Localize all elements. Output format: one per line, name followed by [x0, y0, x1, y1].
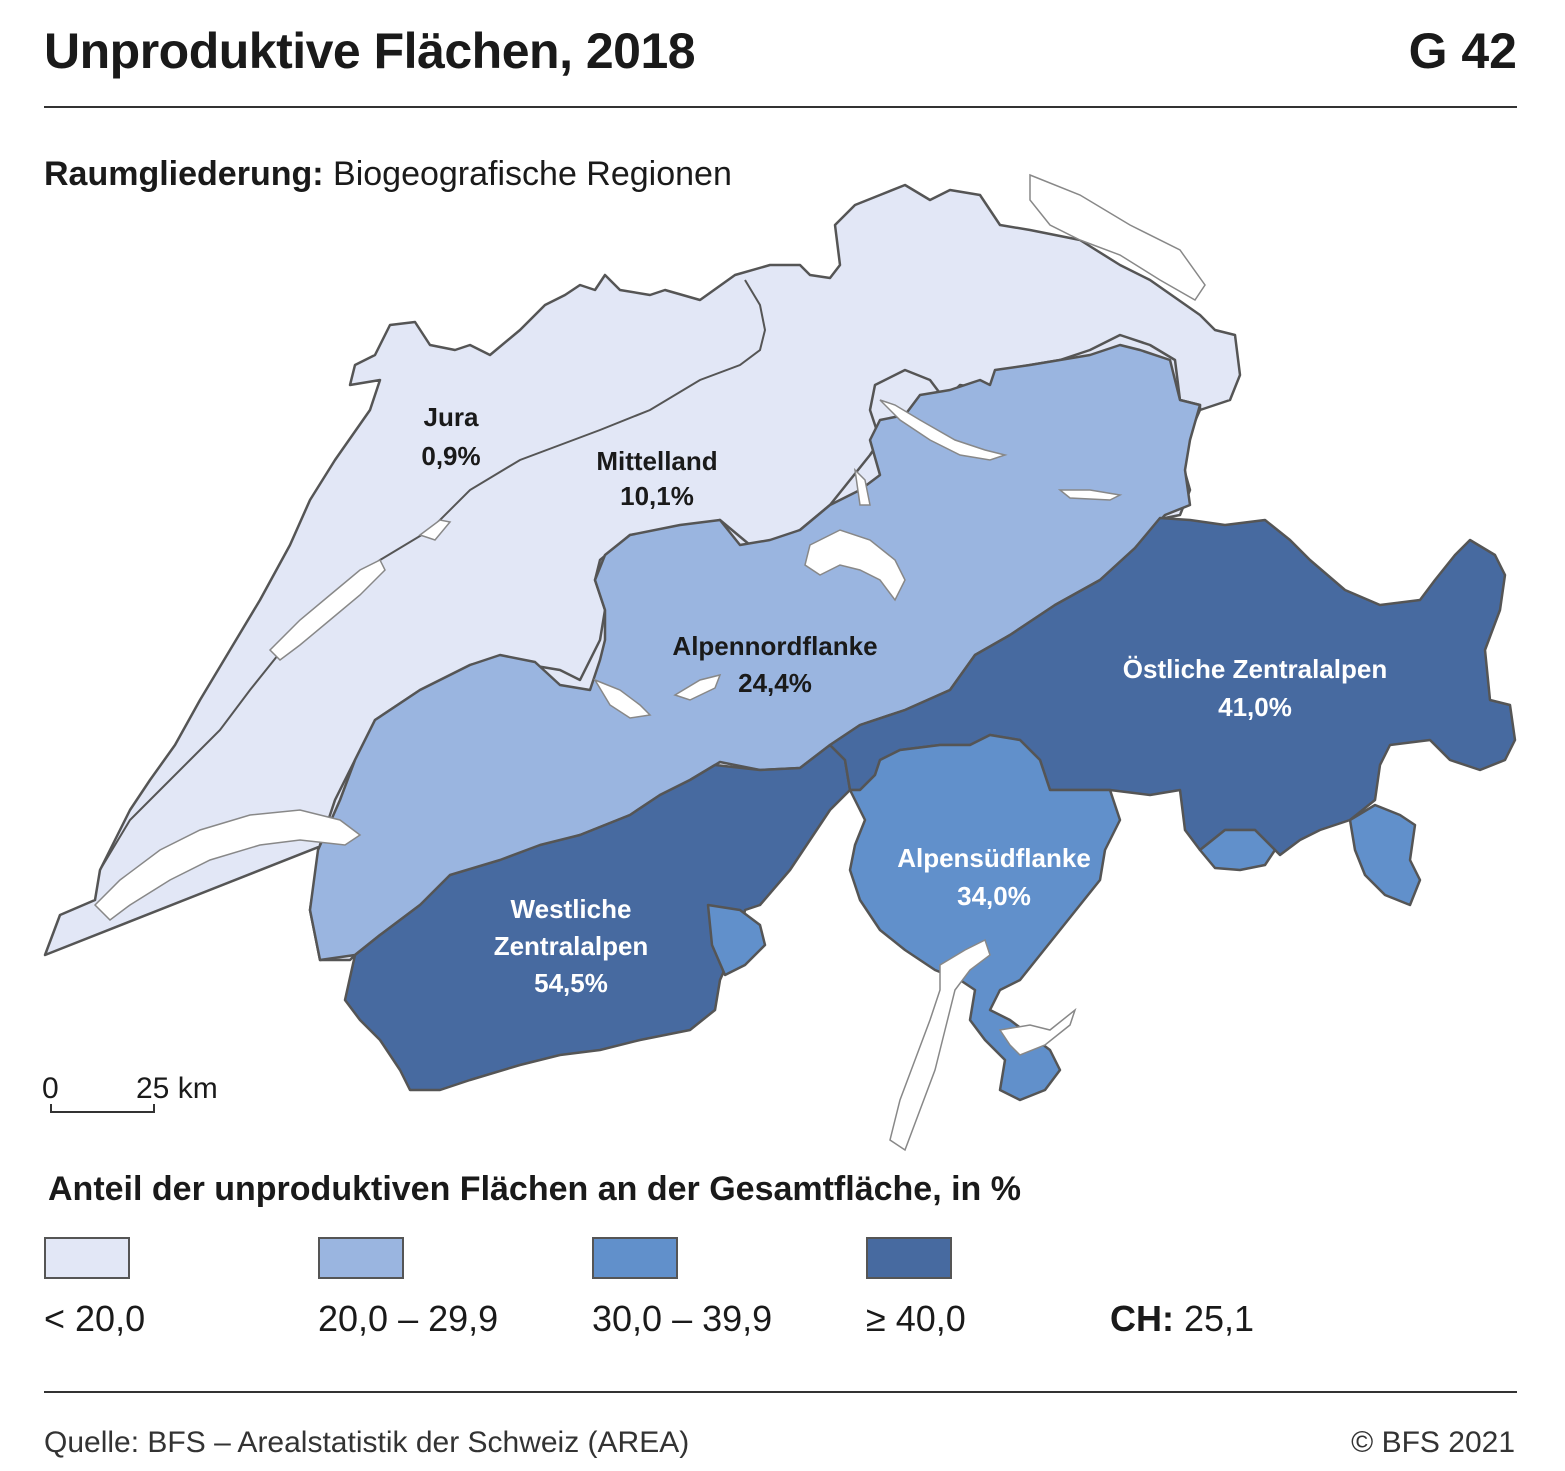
legend-label-4: ≥ 40,0 — [866, 1298, 966, 1339]
lake-biel — [418, 519, 452, 541]
region-labels: Jura 0,9% Mittelland 10,1% Alpennordflan… — [421, 402, 1387, 998]
top-divider — [44, 106, 1517, 108]
label-alpennordflanke-value: 24,4% — [738, 668, 812, 698]
label-mittelland-value: 10,1% — [620, 481, 694, 511]
switzerland-map: Jura 0,9% Mittelland 10,1% Alpennordflan… — [43, 173, 1517, 1152]
subtitle-value: Biogeografische Regionen — [333, 155, 732, 193]
region-alpensuedflanke-east-1 — [1198, 828, 1277, 872]
label-oestliche-zentralalpen-name: Östliche Zentralalpen — [1123, 654, 1387, 684]
lake-walen — [1057, 489, 1123, 501]
label-jura-value: 0,9% — [421, 441, 480, 471]
legend-title: Anteil der unproduktiven Flächen an der … — [48, 1170, 1021, 1208]
lake-maggiore — [889, 938, 991, 1152]
label-alpensuedflanke-name: Alpensüdflanke — [897, 843, 1091, 873]
label-oestliche-zentralalpen-value: 41,0% — [1218, 692, 1292, 722]
lakes — [93, 173, 1206, 1152]
label-alpensuedflanke-value: 34,0% — [957, 881, 1031, 911]
ch-value: 25,1 — [1184, 1298, 1255, 1339]
lake-lugano — [998, 1007, 1077, 1056]
lake-thun — [593, 678, 652, 719]
legend-swatch-2 — [318, 1237, 404, 1279]
label-westliche-zentralalpen-name2: Zentralalpen — [494, 931, 649, 961]
scale-end: 25 km — [136, 1072, 218, 1105]
lake-neuchatel — [268, 558, 386, 661]
subtitle-label: Raumgliederung: — [44, 155, 324, 193]
scale-bar — [50, 1104, 155, 1113]
subtitle: Raumgliederung: Biogeografische Regionen — [44, 155, 732, 194]
bottom-divider — [44, 1391, 1517, 1393]
region-westliche-zentralalpen — [343, 743, 852, 1092]
lake-zug — [853, 467, 871, 506]
label-mittelland-name: Mittelland — [596, 446, 717, 476]
legend-swatch-3 — [592, 1237, 678, 1279]
label-westliche-zentralalpen-name: Westliche — [511, 894, 632, 924]
region-alpensuedflanke-east-2 — [1348, 803, 1422, 907]
region-alpensuedflanke-west — [706, 903, 767, 977]
legend-label-2: 20,0 – 29,9 — [318, 1298, 499, 1339]
region-alpensuedflanke — [848, 733, 1122, 1102]
lake-zurich — [879, 399, 1008, 461]
ch-label: CH: — [1110, 1298, 1174, 1339]
jura-mittelland-border — [99, 279, 767, 871]
lake-geneva — [93, 809, 362, 921]
lake-constance — [1029, 173, 1206, 301]
lake-brienz — [673, 673, 722, 701]
legend-label-1: < 20,0 — [44, 1298, 146, 1339]
legend-swatch-1 — [44, 1237, 130, 1279]
label-westliche-zentralalpen-value: 54,5% — [534, 968, 608, 998]
legend-swatch-4 — [866, 1237, 952, 1279]
source-note: Quelle: BFS – Arealstatistik der Schweiz… — [44, 1426, 690, 1459]
label-alpennordflanke-name: Alpennordflanke — [672, 631, 877, 661]
copyright: © BFS 2021 — [1351, 1426, 1515, 1459]
chart-code: G 42 — [1408, 23, 1517, 79]
legend-label-3: 30,0 – 39,9 — [592, 1298, 773, 1339]
lake-lucerne — [804, 529, 906, 602]
ch-total: CH: 25,1 — [1110, 1298, 1254, 1340]
map-title: Unproduktive Flächen, 2018 — [44, 23, 696, 79]
scale-start: 0 — [42, 1072, 59, 1105]
label-jura-name: Jura — [424, 402, 479, 432]
